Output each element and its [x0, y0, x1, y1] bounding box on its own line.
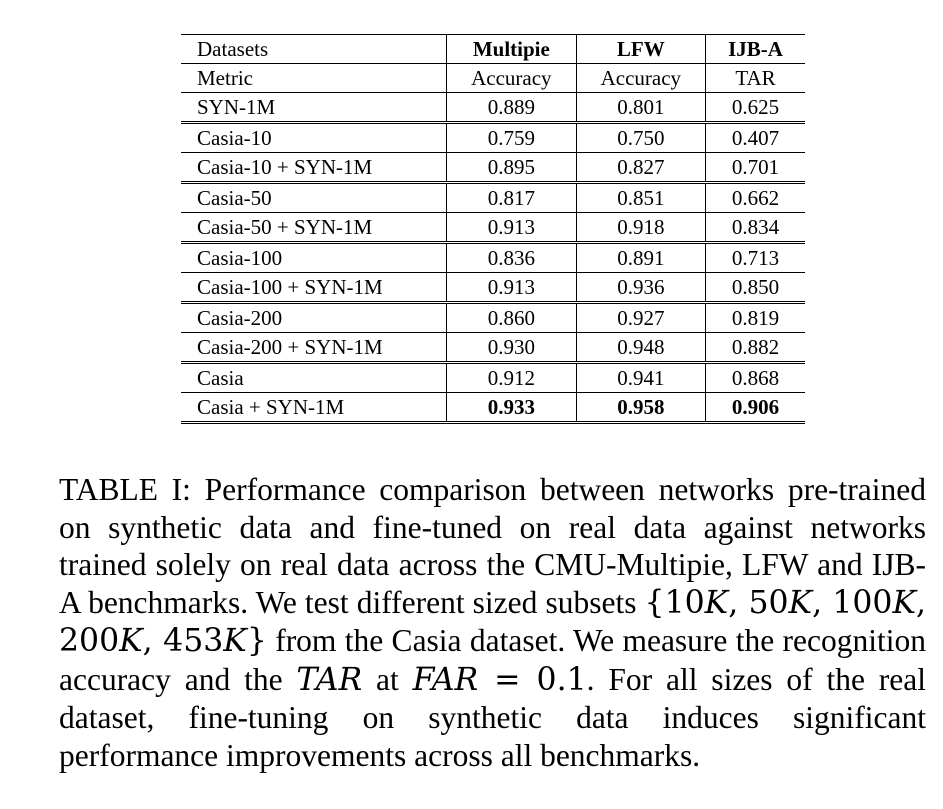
table-row: Casia 0.912 0.941 0.868 [181, 361, 805, 393]
lfw-cell: 0.801 [576, 92, 707, 123]
table-row: Casia-200 0.860 0.927 0.819 [181, 301, 805, 333]
table-header-row: Datasets Multipie LFW IJB-A [181, 34, 805, 64]
lfw-cell: 0.891 [576, 241, 707, 273]
caption-math-set: {10K, 50K, 100K, 200K, 453K} [59, 584, 927, 660]
caption-text: at [362, 661, 413, 697]
table-row: Casia-10 + SYN-1M 0.895 0.827 0.701 [181, 152, 805, 183]
dataset-cell: Casia-50 + SYN-1M [181, 212, 448, 243]
caption-math-equals: = [478, 661, 537, 698]
multipie-cell: 0.860 [446, 301, 577, 333]
dataset-cell: Casia-100 [181, 241, 448, 273]
caption-text: from the Casia dataset. We measure the r… [59, 623, 926, 697]
ijba-cell: 0.868 [705, 361, 805, 393]
dataset-cell: Casia-200 + SYN-1M [181, 332, 448, 363]
lfw-cell: 0.927 [576, 301, 707, 333]
lfw-cell: 0.851 [576, 181, 707, 213]
multipie-cell: 0.930 [446, 332, 577, 363]
caption-math-far-value: 0.1 [536, 661, 587, 698]
dataset-cell: Casia-10 + SYN-1M [181, 152, 448, 183]
dataset-cell: Casia + SYN-1M [181, 392, 448, 424]
dataset-cell: Casia-10 [181, 121, 448, 153]
multipie-cell: 0.912 [446, 361, 577, 393]
table-row: SYN-1M 0.889 0.801 0.625 [181, 92, 805, 123]
lfw-header: LFW [576, 34, 707, 64]
lfw-cell: 0.918 [576, 212, 707, 243]
metric-row: Metric Accuracy Accuracy TAR [181, 63, 805, 93]
ijba-cell: 0.882 [705, 332, 805, 363]
results-table: Datasets Multipie LFW IJB-A Metric Accur… [181, 34, 805, 424]
caption-math-far: FAR [412, 661, 479, 698]
multipie-cell: 0.836 [446, 241, 577, 273]
table-row: Casia-100 + SYN-1M 0.913 0.936 0.850 [181, 272, 805, 303]
multipie-cell-best: 0.933 [446, 392, 577, 424]
dataset-cell: Casia [181, 361, 448, 393]
ijba-cell: 0.819 [705, 301, 805, 333]
ijba-cell: 0.407 [705, 121, 805, 153]
table-row: Casia-50 + SYN-1M 0.913 0.918 0.834 [181, 212, 805, 243]
dataset-cell: Casia-100 + SYN-1M [181, 272, 448, 303]
table-caption: TABLE I: Performance comparison between … [59, 471, 926, 774]
datasets-header: Datasets [181, 34, 448, 64]
dataset-cell: SYN-1M [181, 92, 448, 123]
lfw-cell: 0.750 [576, 121, 707, 153]
ijba-cell: 0.662 [705, 181, 805, 213]
caption-text: . For all sizes of the real dataset, fin… [59, 661, 926, 773]
table-row: Casia-100 0.836 0.891 0.713 [181, 241, 805, 273]
metric-ijba: TAR [705, 63, 805, 93]
caption-text: TABLE I: Performance comparison between … [59, 472, 926, 620]
metric-multipie: Accuracy [446, 63, 577, 93]
table-row: Casia + SYN-1M 0.933 0.958 0.906 [181, 392, 805, 424]
lfw-cell: 0.936 [576, 272, 707, 303]
ijba-cell: 0.701 [705, 152, 805, 183]
lfw-cell: 0.827 [576, 152, 707, 183]
multipie-header: Multipie [446, 34, 577, 64]
multipie-cell: 0.913 [446, 272, 577, 303]
lfw-cell: 0.941 [576, 361, 707, 393]
ijba-cell: 0.850 [705, 272, 805, 303]
table-row: Casia-50 0.817 0.851 0.662 [181, 181, 805, 213]
dataset-cell: Casia-200 [181, 301, 448, 333]
multipie-cell: 0.759 [446, 121, 577, 153]
table-row: Casia-200 + SYN-1M 0.930 0.948 0.882 [181, 332, 805, 363]
multipie-cell: 0.913 [446, 212, 577, 243]
ijba-cell: 0.834 [705, 212, 805, 243]
multipie-cell: 0.889 [446, 92, 577, 123]
ijba-cell: 0.713 [705, 241, 805, 273]
multipie-cell: 0.817 [446, 181, 577, 213]
metric-label: Metric [181, 63, 448, 93]
multipie-cell: 0.895 [446, 152, 577, 183]
ijba-header: IJB-A [705, 34, 805, 64]
dataset-cell: Casia-50 [181, 181, 448, 213]
ijba-cell: 0.625 [705, 92, 805, 123]
lfw-cell-best: 0.958 [576, 392, 707, 424]
metric-lfw: Accuracy [576, 63, 707, 93]
table-row: Casia-10 0.759 0.750 0.407 [181, 121, 805, 153]
lfw-cell: 0.948 [576, 332, 707, 363]
caption-math-tar: TAR [296, 661, 363, 698]
ijba-cell-best: 0.906 [705, 392, 805, 424]
